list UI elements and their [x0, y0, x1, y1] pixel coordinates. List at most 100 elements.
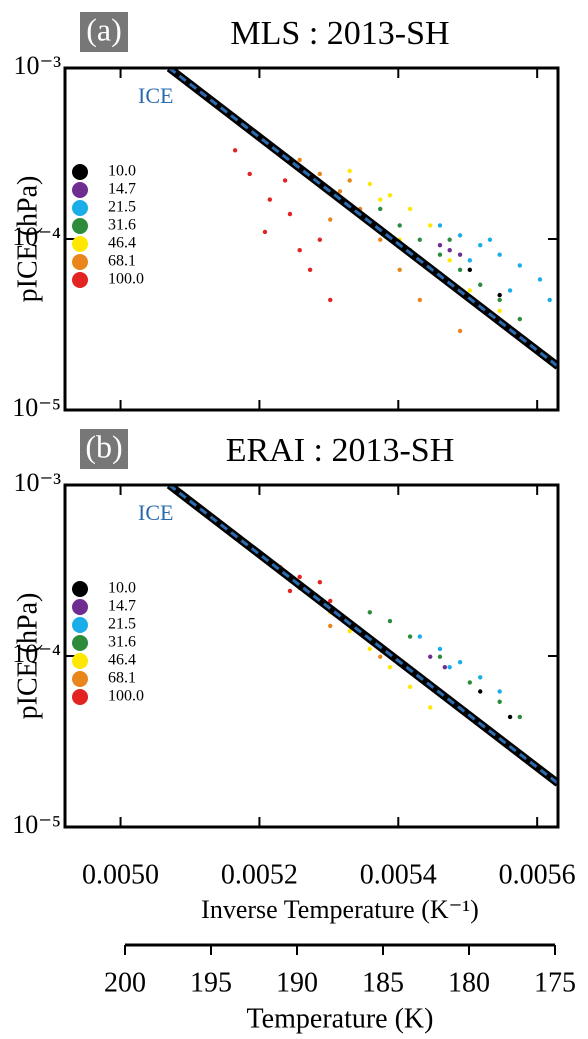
legend-label: 68.1: [108, 253, 136, 270]
legend-marker: [72, 617, 88, 633]
data-point: [387, 193, 393, 198]
x-tick-label: 0.0054: [360, 859, 437, 890]
data-point: [437, 252, 443, 257]
data-point: [497, 308, 502, 314]
data-point: [417, 237, 423, 242]
data-point: [457, 328, 463, 334]
data-point: [367, 610, 373, 615]
data-point: [447, 237, 452, 242]
x-axis-label: Temperature (K): [247, 1003, 434, 1034]
data-point: [428, 223, 433, 228]
data-point: [517, 714, 523, 720]
data-point: [347, 168, 352, 174]
legend-label: 46.4: [108, 235, 136, 252]
x-tick-label: 185: [362, 967, 404, 998]
data-point: [297, 157, 302, 163]
x-tick-label: 200: [104, 967, 146, 998]
data-point: [478, 282, 483, 287]
data-point: [317, 580, 323, 585]
data-point: [437, 223, 443, 228]
y-tick-label: 10⁻⁵: [12, 393, 61, 422]
data-point: [478, 675, 483, 680]
data-point: [437, 646, 443, 652]
chart-title: MLS : 2013-SH: [230, 15, 449, 52]
data-point: [367, 181, 373, 187]
y-tick-label: 10⁻³: [13, 468, 61, 497]
data-point: [497, 699, 502, 704]
x-tick-label: 0.0052: [221, 859, 298, 890]
data-point: [437, 242, 443, 248]
data-point: [328, 598, 333, 604]
data-point: [307, 267, 313, 273]
data-point: [328, 297, 333, 303]
data-point: [517, 263, 523, 268]
legend-marker: [72, 653, 88, 669]
legend-label: 100.0: [108, 688, 144, 705]
data-point: [437, 654, 443, 659]
data-point: [337, 189, 343, 194]
data-point: [367, 646, 373, 652]
data-point: [287, 588, 293, 594]
data-point: [378, 197, 383, 202]
ice-label: ICE: [138, 83, 173, 108]
plot-area: [166, 68, 558, 370]
x-axis-label: Inverse Temperature (K⁻¹): [201, 895, 479, 924]
x-tick-label: 190: [276, 967, 318, 998]
data-point: [428, 654, 433, 659]
data-point: [547, 297, 552, 303]
data-point: [497, 689, 502, 694]
data-point: [467, 680, 473, 685]
data-point: [467, 267, 473, 273]
data-point: [287, 211, 293, 217]
ice-line: [168, 485, 558, 785]
data-point: [262, 229, 268, 235]
data-point: [507, 288, 513, 293]
legend-marker: [72, 218, 88, 234]
legend-marker: [72, 200, 88, 216]
data-point: [497, 297, 502, 303]
data-point: [407, 206, 413, 212]
data-point: [267, 197, 273, 202]
y-tick-label: 10⁻⁵: [12, 810, 61, 839]
data-point: [447, 248, 452, 253]
data-point: [347, 178, 352, 183]
data-point: [517, 316, 523, 322]
panel-label-box: [80, 429, 128, 469]
legend-marker: [72, 236, 88, 252]
legend-marker: [72, 689, 88, 705]
data-point: [497, 252, 502, 257]
data-point: [467, 258, 473, 263]
y-tick-label: 10⁻⁴: [12, 639, 61, 668]
data-point: [407, 684, 413, 690]
legend-marker: [72, 272, 88, 288]
legend-label: 14.7: [108, 181, 136, 198]
plot-frame: [63, 66, 560, 412]
legend-marker: [72, 182, 88, 198]
legend-label: 21.5: [108, 199, 136, 216]
legend-label: 31.6: [108, 217, 136, 234]
ice-line: [168, 68, 558, 368]
data-point: [297, 248, 302, 253]
data-point: [537, 277, 543, 282]
data-point: [467, 288, 473, 293]
data-point: [397, 267, 402, 273]
legend-marker: [72, 254, 88, 270]
data-point: [387, 618, 393, 624]
data-point: [297, 574, 302, 580]
ice-label: ICE: [138, 500, 173, 525]
legend-marker: [72, 671, 88, 687]
data-point: [497, 292, 502, 298]
x-tick-label: 195: [190, 967, 232, 998]
legend-marker: [72, 635, 88, 651]
data-point: [457, 659, 463, 665]
data-point: [478, 689, 483, 694]
data-point: [378, 206, 383, 212]
legend-marker: [72, 164, 88, 180]
data-point: [387, 665, 393, 670]
legend-label: 21.5: [108, 616, 136, 633]
legend-label: 46.4: [108, 652, 136, 669]
y-tick-label: 10⁻⁴: [12, 222, 61, 251]
legend-label: 10.0: [108, 580, 136, 597]
data-point: [378, 654, 383, 659]
